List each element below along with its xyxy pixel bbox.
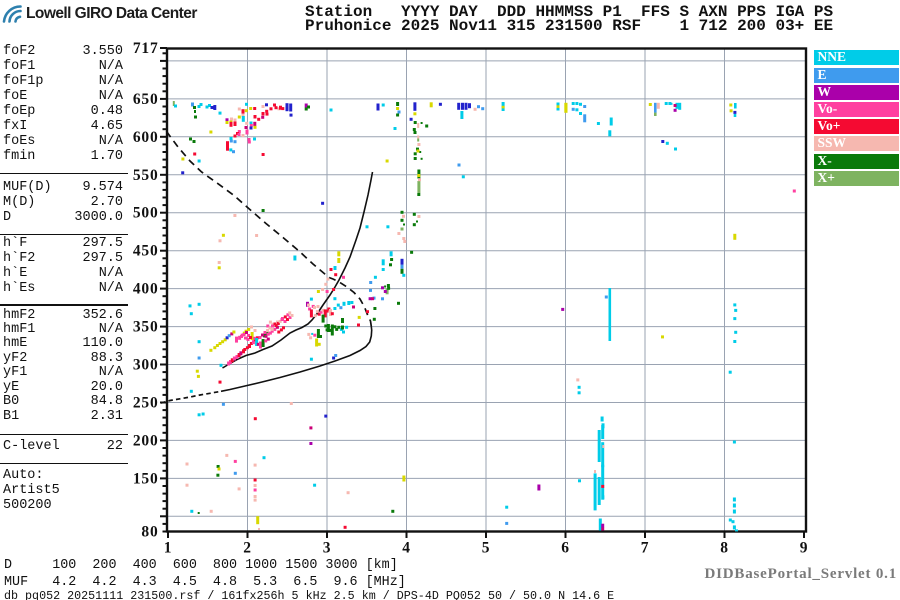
svg-text:717: 717 xyxy=(133,40,159,57)
svg-text:650: 650 xyxy=(133,91,159,108)
svg-text:200: 200 xyxy=(133,432,159,449)
svg-text:450: 450 xyxy=(133,243,159,260)
svg-text:1: 1 xyxy=(164,540,173,557)
svg-text:400: 400 xyxy=(133,281,159,298)
svg-text:5: 5 xyxy=(482,540,491,557)
svg-text:300: 300 xyxy=(133,357,159,374)
svg-text:8: 8 xyxy=(720,540,729,557)
svg-text:350: 350 xyxy=(133,319,159,336)
svg-text:6: 6 xyxy=(561,540,570,557)
svg-text:150: 150 xyxy=(133,470,159,487)
svg-text:600: 600 xyxy=(133,129,159,146)
svg-text:7: 7 xyxy=(641,540,650,557)
svg-text:80: 80 xyxy=(141,524,158,541)
svg-text:4: 4 xyxy=(402,540,411,557)
svg-text:500: 500 xyxy=(133,205,159,222)
svg-text:250: 250 xyxy=(133,395,159,412)
svg-text:3: 3 xyxy=(323,540,332,557)
svg-text:2: 2 xyxy=(243,540,252,557)
svg-text:550: 550 xyxy=(133,167,159,184)
svg-text:9: 9 xyxy=(800,540,809,557)
